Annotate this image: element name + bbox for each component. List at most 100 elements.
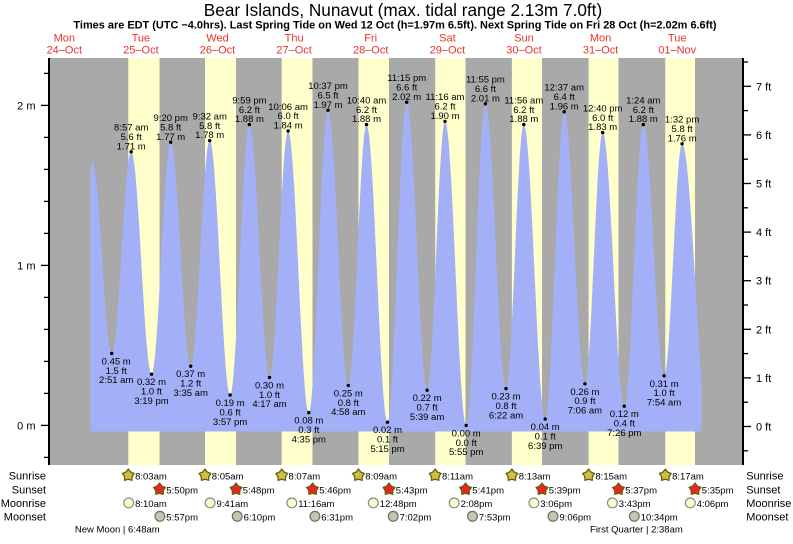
svg-text:Sunset: Sunset <box>12 485 46 497</box>
svg-text:1.5 ft: 1.5 ft <box>106 366 127 377</box>
svg-text:Moonset: Moonset <box>4 512 46 524</box>
svg-text:11:55 pm: 11:55 pm <box>466 75 505 86</box>
svg-text:1.76 m: 1.76 m <box>668 133 697 144</box>
svg-text:5:15 pm: 5:15 pm <box>370 444 404 455</box>
svg-text:1.78 m: 1.78 m <box>195 130 224 141</box>
svg-text:5:43pm: 5:43pm <box>396 486 428 497</box>
svg-text:4 ft: 4 ft <box>756 227 771 239</box>
svg-text:3:06pm: 3:06pm <box>540 499 572 510</box>
svg-text:26–Oct: 26–Oct <box>200 45 235 57</box>
svg-text:8:11am: 8:11am <box>442 472 473 483</box>
svg-text:1 ft: 1 ft <box>756 373 771 385</box>
svg-text:Moonrise: Moonrise <box>746 498 791 510</box>
svg-text:28–Oct: 28–Oct <box>353 45 388 57</box>
svg-text:Moonrise: Moonrise <box>1 498 46 510</box>
svg-text:2 m: 2 m <box>17 100 35 112</box>
svg-text:5:50pm: 5:50pm <box>166 486 198 497</box>
svg-text:4:58 am: 4:58 am <box>331 407 365 418</box>
svg-text:1.90 m: 1.90 m <box>430 111 459 122</box>
svg-text:3:19 pm: 3:19 pm <box>134 396 168 407</box>
svg-text:31–Oct: 31–Oct <box>583 45 618 57</box>
svg-text:5:57pm: 5:57pm <box>166 513 198 524</box>
svg-text:1.0 ft: 1.0 ft <box>259 390 280 401</box>
svg-text:1.88 m: 1.88 m <box>509 114 538 125</box>
svg-text:1:24 am: 1:24 am <box>626 95 660 106</box>
svg-text:0.22 m: 0.22 m <box>413 393 442 404</box>
svg-text:4:06pm: 4:06pm <box>697 499 729 510</box>
svg-text:0.04 m: 0.04 m <box>531 422 560 433</box>
svg-text:Mon: Mon <box>590 33 611 45</box>
svg-text:30–Oct: 30–Oct <box>506 45 541 57</box>
svg-text:12:40 pm: 12:40 pm <box>583 103 623 114</box>
svg-text:Mon: Mon <box>54 33 75 45</box>
svg-text:6.0 ft: 6.0 ft <box>592 113 613 124</box>
svg-text:Fri: Fri <box>364 33 377 45</box>
svg-text:0.12 m: 0.12 m <box>610 409 639 420</box>
svg-text:0.37 m: 0.37 m <box>176 369 205 380</box>
svg-text:6.6 ft: 6.6 ft <box>475 84 496 95</box>
svg-text:3:57 pm: 3:57 pm <box>213 417 247 428</box>
svg-text:6.2 ft: 6.2 ft <box>239 105 260 116</box>
svg-text:New Moon | 6:48am: New Moon | 6:48am <box>75 525 160 536</box>
svg-text:11:56 am: 11:56 am <box>504 95 543 106</box>
svg-text:0.23 m: 0.23 m <box>491 392 520 403</box>
svg-text:5.8 ft: 5.8 ft <box>199 121 220 132</box>
svg-text:3 ft: 3 ft <box>756 276 771 288</box>
svg-text:8:03am: 8:03am <box>135 472 167 483</box>
svg-text:3:35 am: 3:35 am <box>174 388 208 399</box>
svg-text:2.02 m: 2.02 m <box>392 92 421 103</box>
svg-text:0.25 m: 0.25 m <box>334 388 363 399</box>
svg-text:Wed: Wed <box>206 33 228 45</box>
svg-text:0.26 m: 0.26 m <box>570 387 599 398</box>
svg-text:8:09am: 8:09am <box>365 472 397 483</box>
svg-text:9:32 am: 9:32 am <box>193 111 227 122</box>
svg-text:2 ft: 2 ft <box>756 324 771 336</box>
svg-text:8:15am: 8:15am <box>595 472 627 483</box>
svg-text:8:05am: 8:05am <box>212 472 244 483</box>
svg-text:6.2 ft: 6.2 ft <box>513 105 534 116</box>
svg-text:2:51 am: 2:51 am <box>99 375 133 386</box>
svg-text:29–Oct: 29–Oct <box>430 45 465 57</box>
svg-text:Tue: Tue <box>668 33 687 45</box>
svg-text:5:41pm: 5:41pm <box>472 486 504 497</box>
svg-text:25–Oct: 25–Oct <box>123 45 158 57</box>
svg-text:0.45 m: 0.45 m <box>102 356 131 367</box>
svg-text:0.08 m: 0.08 m <box>294 416 323 427</box>
svg-text:0.9 ft: 0.9 ft <box>574 396 595 407</box>
svg-text:First Quarter | 2:38am: First Quarter | 2:38am <box>590 525 683 536</box>
svg-text:Sunset: Sunset <box>746 485 780 497</box>
svg-text:Sunrise: Sunrise <box>9 471 46 483</box>
svg-text:Tue: Tue <box>132 33 151 45</box>
svg-text:8:07am: 8:07am <box>289 472 321 483</box>
svg-text:7:02pm: 7:02pm <box>400 513 432 524</box>
svg-text:0.31 m: 0.31 m <box>650 379 679 390</box>
svg-text:7:06 am: 7:06 am <box>568 406 602 417</box>
svg-text:6:39 pm: 6:39 pm <box>528 441 562 452</box>
svg-text:Sat: Sat <box>439 33 456 45</box>
svg-text:5:37pm: 5:37pm <box>625 486 657 497</box>
svg-text:12:48pm: 12:48pm <box>380 499 417 510</box>
svg-text:0.00 m: 0.00 m <box>452 428 481 439</box>
svg-text:8:17am: 8:17am <box>672 472 704 483</box>
svg-text:1.97 m: 1.97 m <box>313 100 342 111</box>
svg-text:1.84 m: 1.84 m <box>274 121 303 132</box>
svg-text:5:55 pm: 5:55 pm <box>449 447 483 458</box>
svg-text:2.01 m: 2.01 m <box>471 93 500 104</box>
svg-text:0.1 ft: 0.1 ft <box>535 431 556 442</box>
svg-text:0.8 ft: 0.8 ft <box>495 401 516 412</box>
svg-text:10:37 pm: 10:37 pm <box>308 81 348 92</box>
svg-text:1.0 ft: 1.0 ft <box>141 387 162 398</box>
svg-text:0.6 ft: 0.6 ft <box>220 407 241 418</box>
svg-text:6 ft: 6 ft <box>756 130 771 142</box>
svg-text:1.71 m: 1.71 m <box>117 141 146 152</box>
svg-text:Thu: Thu <box>285 33 304 45</box>
svg-text:8:57 am: 8:57 am <box>114 123 148 134</box>
svg-text:5.6 ft: 5.6 ft <box>121 132 142 143</box>
svg-text:11:15 pm: 11:15 pm <box>387 73 426 84</box>
svg-text:6.5 ft: 6.5 ft <box>317 90 338 101</box>
svg-text:0.7 ft: 0.7 ft <box>417 403 438 414</box>
svg-text:5:35pm: 5:35pm <box>702 486 734 497</box>
svg-text:1 m: 1 m <box>17 260 35 272</box>
svg-text:6:10pm: 6:10pm <box>244 513 276 524</box>
svg-text:11:16 am: 11:16 am <box>426 92 465 103</box>
